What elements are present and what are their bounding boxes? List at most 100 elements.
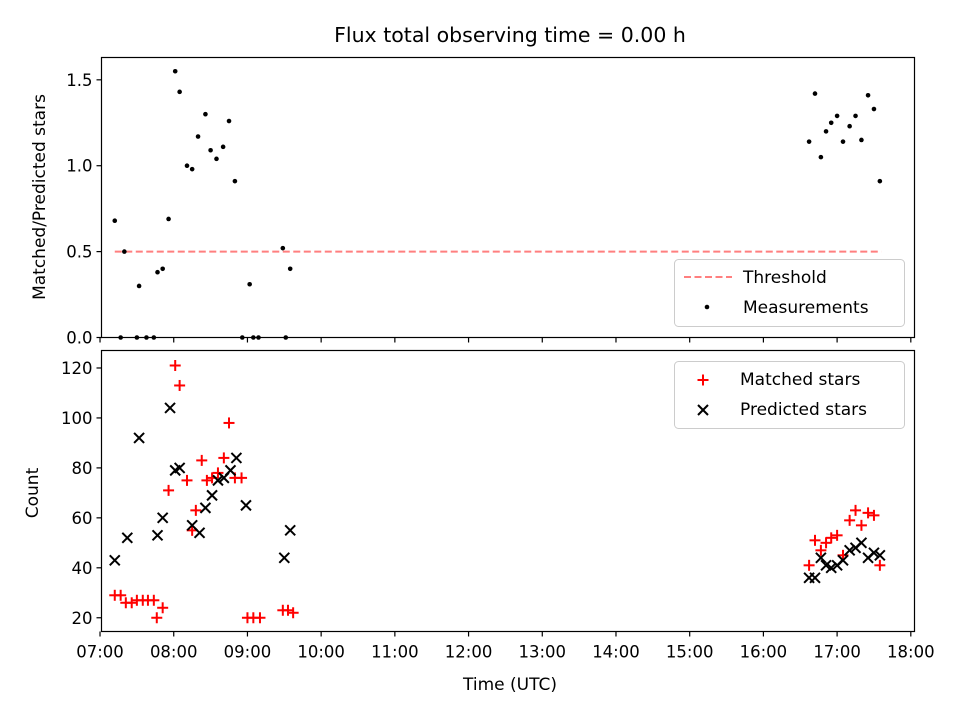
predicted-star-point <box>868 547 880 559</box>
predicted-star-point <box>212 474 224 487</box>
predicted-star-point <box>278 552 291 564</box>
predicted-star-point <box>173 462 186 474</box>
predicted-star-point <box>240 499 252 512</box>
bottom-x-tick-label: 17:00 <box>813 643 861 662</box>
matched-star-point <box>844 514 856 526</box>
matched-star-point <box>181 474 193 486</box>
predicted-star-point <box>230 452 243 464</box>
predicted-star-point <box>164 402 176 414</box>
bottom-x-tick-label: 15:00 <box>666 643 714 662</box>
bottom-x-tick-label: 07:00 <box>76 643 124 662</box>
measurement-point <box>160 266 165 272</box>
measurement-point <box>136 283 142 289</box>
measurement-point <box>806 139 812 144</box>
measurement-point <box>203 111 208 117</box>
predicted-star-point <box>151 529 164 542</box>
bottom-legend: Matched stars Predicted stars <box>674 361 905 429</box>
predicted-star-point <box>121 532 134 544</box>
bottom-x-tick-label: 13:00 <box>518 643 566 662</box>
predicted-star-point <box>133 432 145 444</box>
matched-star-point <box>169 359 181 371</box>
legend-predicted-label: Predicted stars <box>740 400 867 420</box>
measurement-point <box>818 154 824 160</box>
figure-title: Flux total observing time = 0.00 h <box>334 23 686 47</box>
bottom-x-axis-label: Time (UTC) <box>462 675 557 695</box>
legend-matched-label: Matched stars <box>740 370 860 390</box>
matched-star-point <box>868 509 880 521</box>
measurement-point <box>247 281 252 287</box>
matched-star-point <box>874 559 886 571</box>
matched-star-point <box>157 602 169 614</box>
matched-star-point <box>174 379 186 391</box>
matched-star-point <box>126 597 138 609</box>
measurement-point <box>823 129 829 134</box>
measurement-point <box>847 123 852 129</box>
measurement-point <box>214 156 219 162</box>
predicted-star-point <box>206 489 218 502</box>
matched-star-point <box>163 484 175 496</box>
top-axes-frame <box>100 56 916 339</box>
bottom-x-ticks: 07:00 08:00 09:00 10:00 11:00 12:00 13:00 14:00… <box>76 631 935 662</box>
top-y-ticks: 0.0 0.5 1.0 1.5 <box>66 71 102 348</box>
legend-predicted-swatch <box>697 404 709 416</box>
bottom-x-tick-label: 12:00 <box>445 643 493 662</box>
legend-matched-marker <box>697 374 709 386</box>
measurement-point <box>184 163 190 169</box>
bottom-y-tick-label: 60 <box>72 509 93 528</box>
measurement-point <box>877 178 883 184</box>
bottom-x-tick-label: 14:00 <box>592 643 640 662</box>
bottom-y-tick-label: 100 <box>61 409 93 428</box>
predicted-star-point <box>224 464 237 477</box>
predicted-star-point <box>193 527 206 539</box>
bottom-x-tick-label: 09:00 <box>224 643 272 662</box>
predicted-star-point <box>284 524 296 537</box>
bottom-axes-frame <box>100 349 916 633</box>
predicted-star-point <box>825 562 837 574</box>
measurement-point <box>195 134 201 139</box>
matched-star-point <box>855 519 867 531</box>
measurement-point <box>177 89 182 95</box>
top-x-tick-marks <box>99 337 912 343</box>
top-panel: 0.0 0.5 1.0 1.5 Matched/Predicted stars Thr… <box>30 56 916 348</box>
matched-star-point <box>212 467 224 479</box>
matched-star-point <box>218 452 230 464</box>
matched-star-point <box>282 604 294 616</box>
legend-matched-swatch <box>697 374 709 386</box>
matched-star-point <box>815 544 827 556</box>
predicted-star-point <box>874 549 886 562</box>
matched-star-point <box>287 607 299 619</box>
measurement-point <box>112 218 118 223</box>
bottom-y-tick-label: 20 <box>72 609 93 628</box>
matched-star-point <box>825 532 837 544</box>
predicted-star-point <box>809 572 821 584</box>
predicted-star-point <box>855 537 868 549</box>
measurement-point <box>155 269 160 275</box>
matched-star-point <box>850 504 862 516</box>
predicted-star-point <box>815 552 827 564</box>
matched-star-point <box>148 594 160 606</box>
matched-star-point <box>190 504 202 516</box>
bottom-panel: 20 40 60 80 100 120 07:00 08:00 09:00 10:00 11:00… <box>23 349 935 695</box>
legend-measurements-label: Measurements <box>743 298 869 318</box>
measurement-point <box>189 166 195 172</box>
predicted-star-point <box>109 554 121 567</box>
measurement-point <box>859 137 864 143</box>
bottom-y-tick-label: 120 <box>61 359 93 378</box>
matched-star-point <box>862 507 874 519</box>
bottom-y-tick-label: 80 <box>72 459 93 478</box>
matched-star-point <box>151 612 163 624</box>
legend-measurements-swatch <box>704 304 710 310</box>
predicted-star-point <box>843 544 856 557</box>
bottom-x-tick-label: 16:00 <box>740 643 788 662</box>
predicted-star-point <box>156 512 169 524</box>
measurement-point <box>226 118 232 124</box>
bottom-plot-marks <box>109 359 886 624</box>
top-y-tick-label: 0.0 <box>66 329 92 348</box>
measurement-point <box>840 139 846 144</box>
bottom-legend-box <box>674 361 905 429</box>
bottom-y-tick-label: 40 <box>72 559 93 578</box>
matched-star-point <box>809 534 821 546</box>
bottom-x-tick-label: 18:00 <box>887 643 935 662</box>
matched-star-point <box>201 474 213 486</box>
